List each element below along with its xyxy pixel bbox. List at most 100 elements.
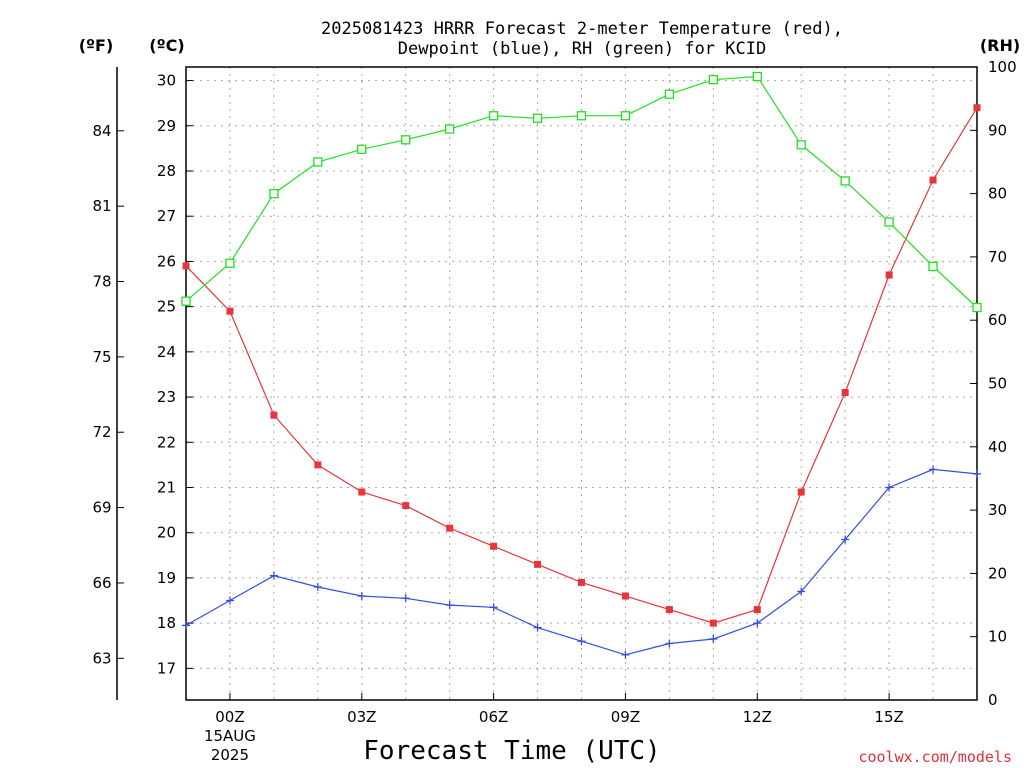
rh-point <box>401 135 411 145</box>
x-axis-label: Forecast Time (UTC) <box>363 736 660 766</box>
dewpoint-point <box>445 601 454 610</box>
temperature-point <box>753 606 761 614</box>
rh-point <box>445 124 455 134</box>
rh-tick-label: 90 <box>988 121 1007 139</box>
temperature-point <box>358 488 366 496</box>
rh-point <box>269 188 279 199</box>
celsius-tick-label: 26 <box>157 252 176 270</box>
celsius-tick-label: 23 <box>157 388 176 406</box>
dewpoint-point <box>357 592 366 601</box>
rh-point <box>664 89 675 99</box>
rh-tick-label: 10 <box>988 628 1007 646</box>
rh-point <box>884 217 894 227</box>
series-layer <box>181 71 982 659</box>
grid-lines <box>186 67 977 700</box>
dewpoint-point <box>182 621 190 630</box>
dewpoint-point <box>269 571 278 580</box>
dewpoint-point <box>225 596 234 605</box>
rh-tick-label: 70 <box>988 248 1007 266</box>
rh-point <box>532 113 543 123</box>
fahrenheit-tick-label: 78 <box>92 273 111 291</box>
rh-point <box>972 302 982 313</box>
dewpoint-point <box>753 619 762 628</box>
fahrenheit-tick-label: 69 <box>92 499 111 517</box>
rh-tick-label: 50 <box>988 375 1007 393</box>
fahrenheit-tick-label: 81 <box>92 197 111 215</box>
axes <box>116 66 978 701</box>
celsius-tick-label: 29 <box>157 117 176 135</box>
dewpoint-point <box>313 582 322 591</box>
fahrenheit-tick-label: 75 <box>92 348 111 366</box>
celsius-tick-label: 22 <box>157 433 176 451</box>
fahrenheit-tick-label: 72 <box>92 423 111 441</box>
temperature-point <box>182 262 190 270</box>
temperature-point <box>578 578 585 586</box>
dewpoint-point <box>489 603 498 612</box>
tick-labels: 17 18 19 20 21 22 23 24 25 26 27 28 29 30 63 66 69 72 75 78… <box>92 58 1016 764</box>
rh-tick-label: 80 <box>988 185 1007 203</box>
celsius-tick-label: 19 <box>157 569 176 587</box>
credit-text: coolwx.com/models <box>858 748 1012 766</box>
celsius-tick-label: 20 <box>157 524 176 542</box>
dewpoint-point <box>621 650 630 659</box>
temperature-point <box>402 502 410 510</box>
celsius-tick-label: 27 <box>157 207 176 225</box>
celsius-tick-label: 25 <box>157 298 176 316</box>
rh-point <box>225 258 235 268</box>
celsius-tick-label: 28 <box>157 162 176 180</box>
temperature-point <box>973 104 981 112</box>
celsius-tick-label: 21 <box>157 478 176 496</box>
temperature-point <box>709 619 717 627</box>
temperature-point <box>797 488 805 496</box>
celsius-tick-label: 17 <box>157 659 176 677</box>
dewpoint-point <box>665 639 674 648</box>
x-tick-year-label: 2025 <box>211 746 249 764</box>
rh-tick-label: 100 <box>988 58 1017 76</box>
temperature-point <box>885 271 893 279</box>
chart-title-line1: 2025081423 HRRR Forecast 2-meter Tempera… <box>321 19 843 39</box>
fahrenheit-tick-label: 63 <box>92 649 111 667</box>
x-tick-date-label: 15AUG <box>204 727 256 745</box>
temperature-point <box>665 606 673 614</box>
x-tick-label: 03Z <box>347 708 376 726</box>
temperature-point <box>446 524 454 532</box>
fahrenheit-unit-label: (ºF) <box>79 36 114 55</box>
temperature-series <box>182 104 981 627</box>
dewpoint-point <box>973 469 981 478</box>
fahrenheit-tick-label: 66 <box>92 574 111 592</box>
x-tick-label: 06Z <box>479 708 508 726</box>
chart-title-line2: Dewpoint (blue), RH (green) for KCID <box>398 39 766 59</box>
dewpoint-point <box>885 483 894 492</box>
x-tick-label: 00Z <box>215 708 244 726</box>
x-tick-label: 09Z <box>611 708 640 726</box>
rh-tick-label: 30 <box>988 501 1007 519</box>
temperature-point <box>226 307 234 315</box>
dewpoint-point <box>577 637 586 646</box>
rh-point <box>796 140 806 150</box>
rh-point <box>357 144 367 154</box>
temperature-point <box>841 389 849 397</box>
rh-tick-label: 60 <box>988 311 1007 329</box>
rh-point <box>181 296 191 306</box>
temperature-point <box>534 560 542 568</box>
rh-point <box>928 261 938 272</box>
temperature-point <box>314 461 322 469</box>
rh-series <box>181 71 982 313</box>
celsius-unit-label: (ºC) <box>149 36 184 55</box>
fahrenheit-tick-label: 84 <box>92 122 111 140</box>
rh-tick-label: 0 <box>988 691 998 709</box>
x-tick-label: 15Z <box>874 708 903 726</box>
rh-point <box>576 111 587 121</box>
temperature-point <box>490 542 498 550</box>
rh-point <box>708 75 718 85</box>
temperature-point <box>929 176 937 184</box>
dewpoint-point <box>841 535 850 544</box>
dewpoint-series <box>182 465 981 659</box>
rh-point <box>840 176 850 186</box>
dewpoint-point <box>797 587 806 596</box>
dewpoint-point <box>709 634 718 643</box>
celsius-tick-label: 30 <box>157 72 176 90</box>
celsius-tick-label: 24 <box>157 343 176 361</box>
rh-point <box>752 71 762 82</box>
